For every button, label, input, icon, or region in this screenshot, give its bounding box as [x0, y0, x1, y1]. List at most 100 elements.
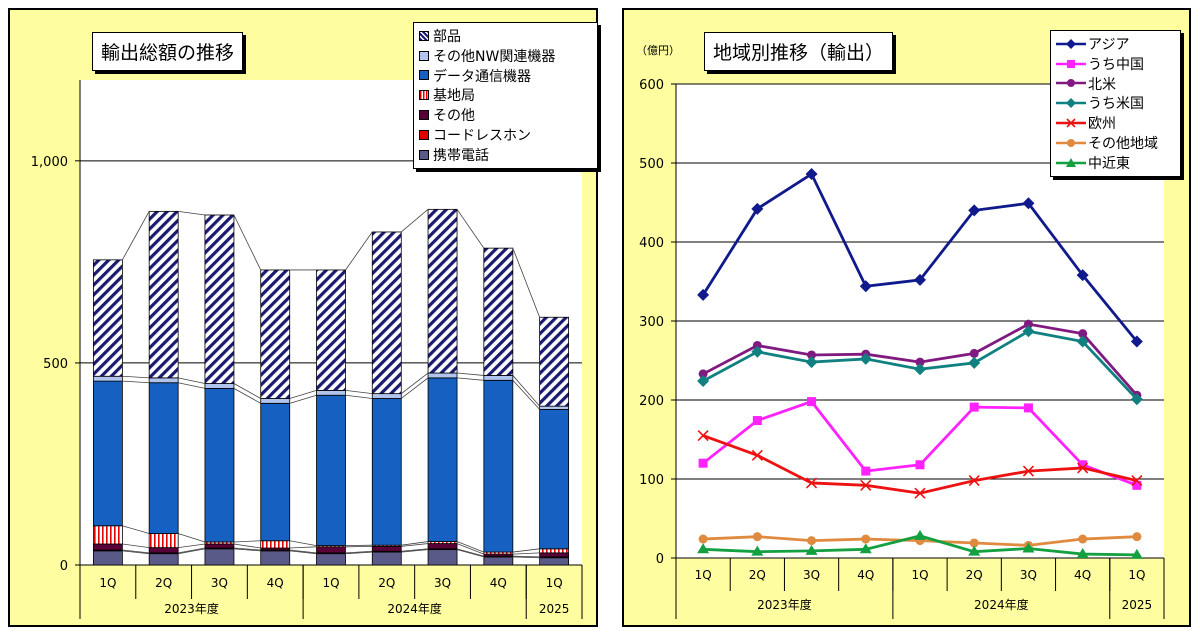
series-line [512, 380, 540, 410]
legend-marker-x [1056, 118, 1086, 128]
data-point [807, 397, 817, 407]
bar-segment [204, 383, 235, 389]
series-欧州 [697, 429, 1143, 499]
x-tick-label: 2Q [378, 576, 395, 590]
legend-label: 北米 [1088, 76, 1116, 93]
series-line [456, 541, 484, 553]
data-point [1076, 548, 1089, 559]
series-line [345, 550, 373, 554]
bar-segment [204, 214, 235, 384]
y-tick-label: 0 [60, 559, 68, 574]
series-line [233, 547, 261, 551]
data-point [1130, 548, 1143, 559]
legend-marker-circle [1056, 138, 1086, 147]
x-tick-label: 3Q [803, 568, 820, 582]
bar-segment [427, 549, 458, 566]
data-point [1132, 532, 1142, 542]
legend-entry: その他地域 [1056, 133, 1174, 153]
series-line [233, 214, 262, 271]
series-line [456, 543, 484, 555]
bar-segment [539, 316, 570, 407]
data-point [1023, 403, 1033, 413]
legend-swatch [419, 90, 429, 101]
data-point [968, 475, 980, 487]
x-tick-label: 1Q [911, 568, 928, 582]
legend-marker-circle [1056, 79, 1086, 88]
legend-entry: 部品 [419, 26, 591, 46]
data-point [697, 429, 709, 442]
x-tick-label: 3Q [434, 576, 451, 590]
series-line [401, 549, 429, 553]
data-point [805, 544, 818, 555]
series-line [233, 383, 261, 399]
data-point [1022, 197, 1035, 210]
bar-segment [204, 548, 235, 566]
data-point [1131, 475, 1143, 487]
bar-segment [483, 379, 514, 553]
data-point [969, 348, 979, 358]
series-line [289, 394, 317, 404]
series-line [457, 377, 484, 381]
unit-label: （億円） [636, 44, 680, 57]
series-line [122, 211, 150, 261]
bar-segment [427, 208, 458, 374]
legend-swatch [419, 70, 429, 81]
series-line [122, 525, 150, 534]
export-total-chart-panel: 0 500 1,000 1Q 2Q 3Q 4Q 1Q 2Q 3Q 4Q 1Q 2023年度 2024年度 2… [8, 8, 598, 627]
legend-entry: 中近東 [1056, 153, 1174, 173]
legend-entry: 北米 [1056, 74, 1174, 94]
bar-segment [539, 552, 570, 558]
x-tick-label: 3Q [211, 576, 228, 590]
data-point [914, 273, 926, 286]
x-tick-label: 1Q [99, 576, 116, 590]
x-tick-label: 2Q [155, 576, 172, 590]
bar-segment [316, 394, 346, 547]
series-line [122, 375, 150, 379]
legend-entry: コードレスホン [419, 125, 591, 145]
bar-segment [427, 543, 458, 550]
data-point [968, 545, 981, 556]
data-point [698, 534, 708, 544]
bar-segment [316, 553, 346, 566]
x-group-label: 2024年度 [974, 597, 1029, 612]
data-point [1022, 325, 1035, 338]
legend-entry: うち米国 [1056, 93, 1174, 113]
bar-segment [92, 550, 123, 566]
series-line [122, 380, 150, 384]
series-line [178, 377, 206, 384]
data-point [1022, 465, 1035, 477]
bar-segment [260, 550, 291, 566]
data-point [1078, 460, 1088, 470]
bar-segment [539, 408, 570, 550]
legend-label: アジア [1088, 36, 1130, 53]
x-tick-label: 2Q [749, 568, 766, 582]
legend-entry: データ通信機器 [419, 66, 591, 86]
data-point [697, 543, 710, 554]
bar-segment [92, 380, 123, 527]
legend-label: 部品 [433, 28, 461, 45]
series-line [345, 231, 373, 271]
data-point [752, 532, 762, 542]
bar-segment [539, 557, 570, 566]
series-line [456, 549, 484, 558]
series-line [122, 543, 150, 549]
data-point [1023, 319, 1033, 329]
bar-segment [204, 543, 235, 549]
data-point [698, 458, 708, 468]
data-point [752, 340, 762, 350]
legend-swatch [419, 50, 429, 61]
legend-entry: その他 [419, 105, 591, 125]
y-tick-label: 300 [639, 315, 664, 330]
data-point [697, 288, 710, 301]
data-point [915, 357, 925, 367]
series-line [178, 210, 205, 216]
chart-title: 輸出総額の推移 [92, 32, 244, 71]
y-tick-label: 0 [656, 552, 664, 567]
data-point [1076, 269, 1089, 282]
data-point [807, 536, 817, 546]
data-point [859, 352, 872, 365]
series-line [401, 372, 429, 394]
y-tick-label: 500 [43, 357, 68, 372]
legend-label: うち中国 [1088, 56, 1144, 73]
bar-segment [316, 546, 346, 554]
